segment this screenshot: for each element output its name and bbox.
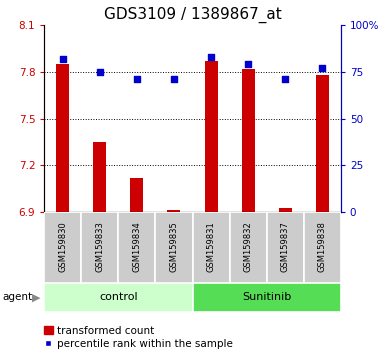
- Text: GSM159835: GSM159835: [169, 221, 179, 272]
- Point: [60, 56, 66, 61]
- Text: GSM159834: GSM159834: [132, 221, 141, 272]
- Bar: [131, 178, 143, 212]
- Title: GDS3109 / 1389867_at: GDS3109 / 1389867_at: [104, 7, 281, 23]
- Bar: [192, 212, 229, 283]
- Bar: [229, 212, 266, 283]
- Bar: [56, 64, 69, 212]
- Bar: [267, 212, 304, 283]
- Text: ▶: ▶: [32, 292, 40, 302]
- Point: [171, 76, 177, 82]
- Bar: [156, 212, 192, 283]
- Text: agent: agent: [2, 292, 32, 302]
- Text: GSM159837: GSM159837: [281, 221, 290, 272]
- Bar: [119, 212, 156, 283]
- Bar: [316, 75, 329, 212]
- Text: GSM159831: GSM159831: [206, 221, 216, 272]
- Text: GSM159838: GSM159838: [318, 221, 327, 272]
- Legend: transformed count, percentile rank within the sample: transformed count, percentile rank withi…: [44, 326, 233, 349]
- Bar: [81, 212, 119, 283]
- Text: GSM159830: GSM159830: [58, 221, 67, 272]
- Text: GSM159832: GSM159832: [244, 221, 253, 272]
- Point: [245, 61, 251, 67]
- Point: [134, 76, 140, 82]
- Point: [208, 54, 214, 59]
- Point: [282, 76, 288, 82]
- Bar: [204, 61, 218, 212]
- Text: Sunitinib: Sunitinib: [242, 292, 291, 302]
- Bar: [94, 142, 106, 212]
- Bar: [304, 212, 341, 283]
- Bar: [167, 210, 181, 212]
- Bar: [44, 212, 81, 283]
- Bar: [192, 283, 341, 312]
- Point: [319, 65, 325, 71]
- Bar: [242, 69, 254, 212]
- Text: GSM159833: GSM159833: [95, 221, 104, 272]
- Bar: [279, 209, 291, 212]
- Bar: [44, 283, 192, 312]
- Text: control: control: [99, 292, 138, 302]
- Point: [97, 69, 103, 74]
